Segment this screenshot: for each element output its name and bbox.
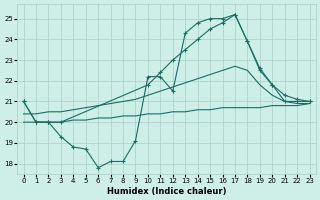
X-axis label: Humidex (Indice chaleur): Humidex (Indice chaleur): [107, 187, 226, 196]
